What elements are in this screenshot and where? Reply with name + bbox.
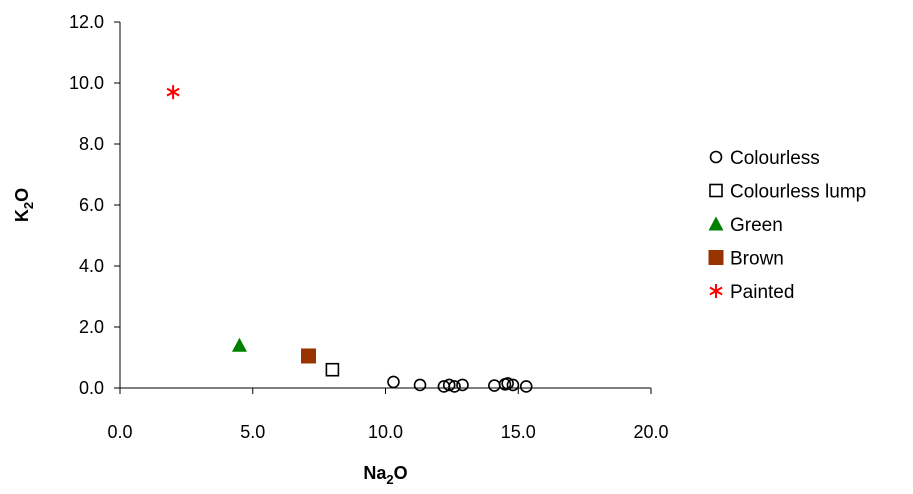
x-tick-label: 10.0: [368, 422, 403, 442]
data-points: [166, 85, 533, 393]
data-point: [166, 85, 180, 100]
data-point: [488, 379, 501, 392]
legend-item: Brown: [708, 249, 784, 270]
y-axis-ticks: 0.0 2.0 4.0 6.0 8.0 10.0 12.0: [69, 12, 120, 398]
series-colourless-lump: [325, 362, 340, 377]
y-tick-label: 12.0: [69, 12, 104, 32]
legend-label: Green: [730, 215, 783, 236]
data-point: [442, 378, 456, 392]
legend: Colourless Colourless lump Green Brown Paint…: [708, 148, 866, 303]
data-point: [231, 337, 247, 352]
y-tick-label: 4.0: [79, 256, 104, 276]
series-green: [231, 337, 247, 352]
y-tick-label: 2.0: [79, 317, 104, 337]
y-axis-title-main: K: [12, 209, 32, 222]
y-axis-title-sub: 2: [21, 202, 36, 209]
x-axis-ticks: 0.0 5.0 10.0 15.0 20.0: [107, 388, 669, 442]
data-point: [325, 362, 340, 377]
data-point: [448, 380, 461, 393]
data-point: [506, 378, 520, 392]
x-axis-title-tail: O: [394, 463, 408, 483]
series-brown: [301, 348, 317, 364]
data-point: [413, 378, 427, 392]
legend-marker: [708, 216, 724, 231]
x-axis-title-sub: 2: [386, 472, 393, 487]
legend-marker: [709, 150, 723, 164]
data-point: [456, 378, 469, 392]
series-colourless: [387, 375, 533, 393]
x-axis-title-main: Na: [363, 463, 387, 483]
axes: [119, 22, 651, 389]
data-point: [519, 380, 533, 393]
legend-item: Painted: [709, 282, 794, 303]
legend-label: Painted: [730, 282, 794, 303]
data-point: [301, 348, 317, 364]
x-tick-label: 15.0: [501, 422, 536, 442]
x-axis-title: Na2O: [363, 463, 407, 487]
y-tick-label: 10.0: [69, 73, 104, 93]
data-point: [501, 377, 514, 390]
y-tick-label: 8.0: [79, 134, 104, 154]
legend-item: Green: [708, 215, 783, 236]
data-point: [387, 375, 400, 389]
legend-marker: [709, 284, 723, 298]
legend-label: Colourless: [730, 148, 820, 169]
y-tick-label: 6.0: [79, 195, 104, 215]
x-tick-label: 0.0: [107, 422, 132, 442]
legend-item: Colourless: [709, 148, 820, 169]
legend-label: Colourless lump: [730, 182, 866, 203]
series-painted: [166, 85, 180, 100]
legend-label: Brown: [730, 249, 784, 270]
legend-marker: [708, 250, 724, 265]
legend-marker: [709, 183, 723, 198]
legend-item: Colourless lump: [709, 182, 866, 203]
y-axis-title-tail: O: [12, 188, 32, 202]
y-tick-label: 0.0: [79, 378, 104, 398]
x-tick-label: 5.0: [240, 422, 265, 442]
y-axis-title: K2O: [12, 188, 36, 222]
x-tick-label: 20.0: [633, 422, 668, 442]
